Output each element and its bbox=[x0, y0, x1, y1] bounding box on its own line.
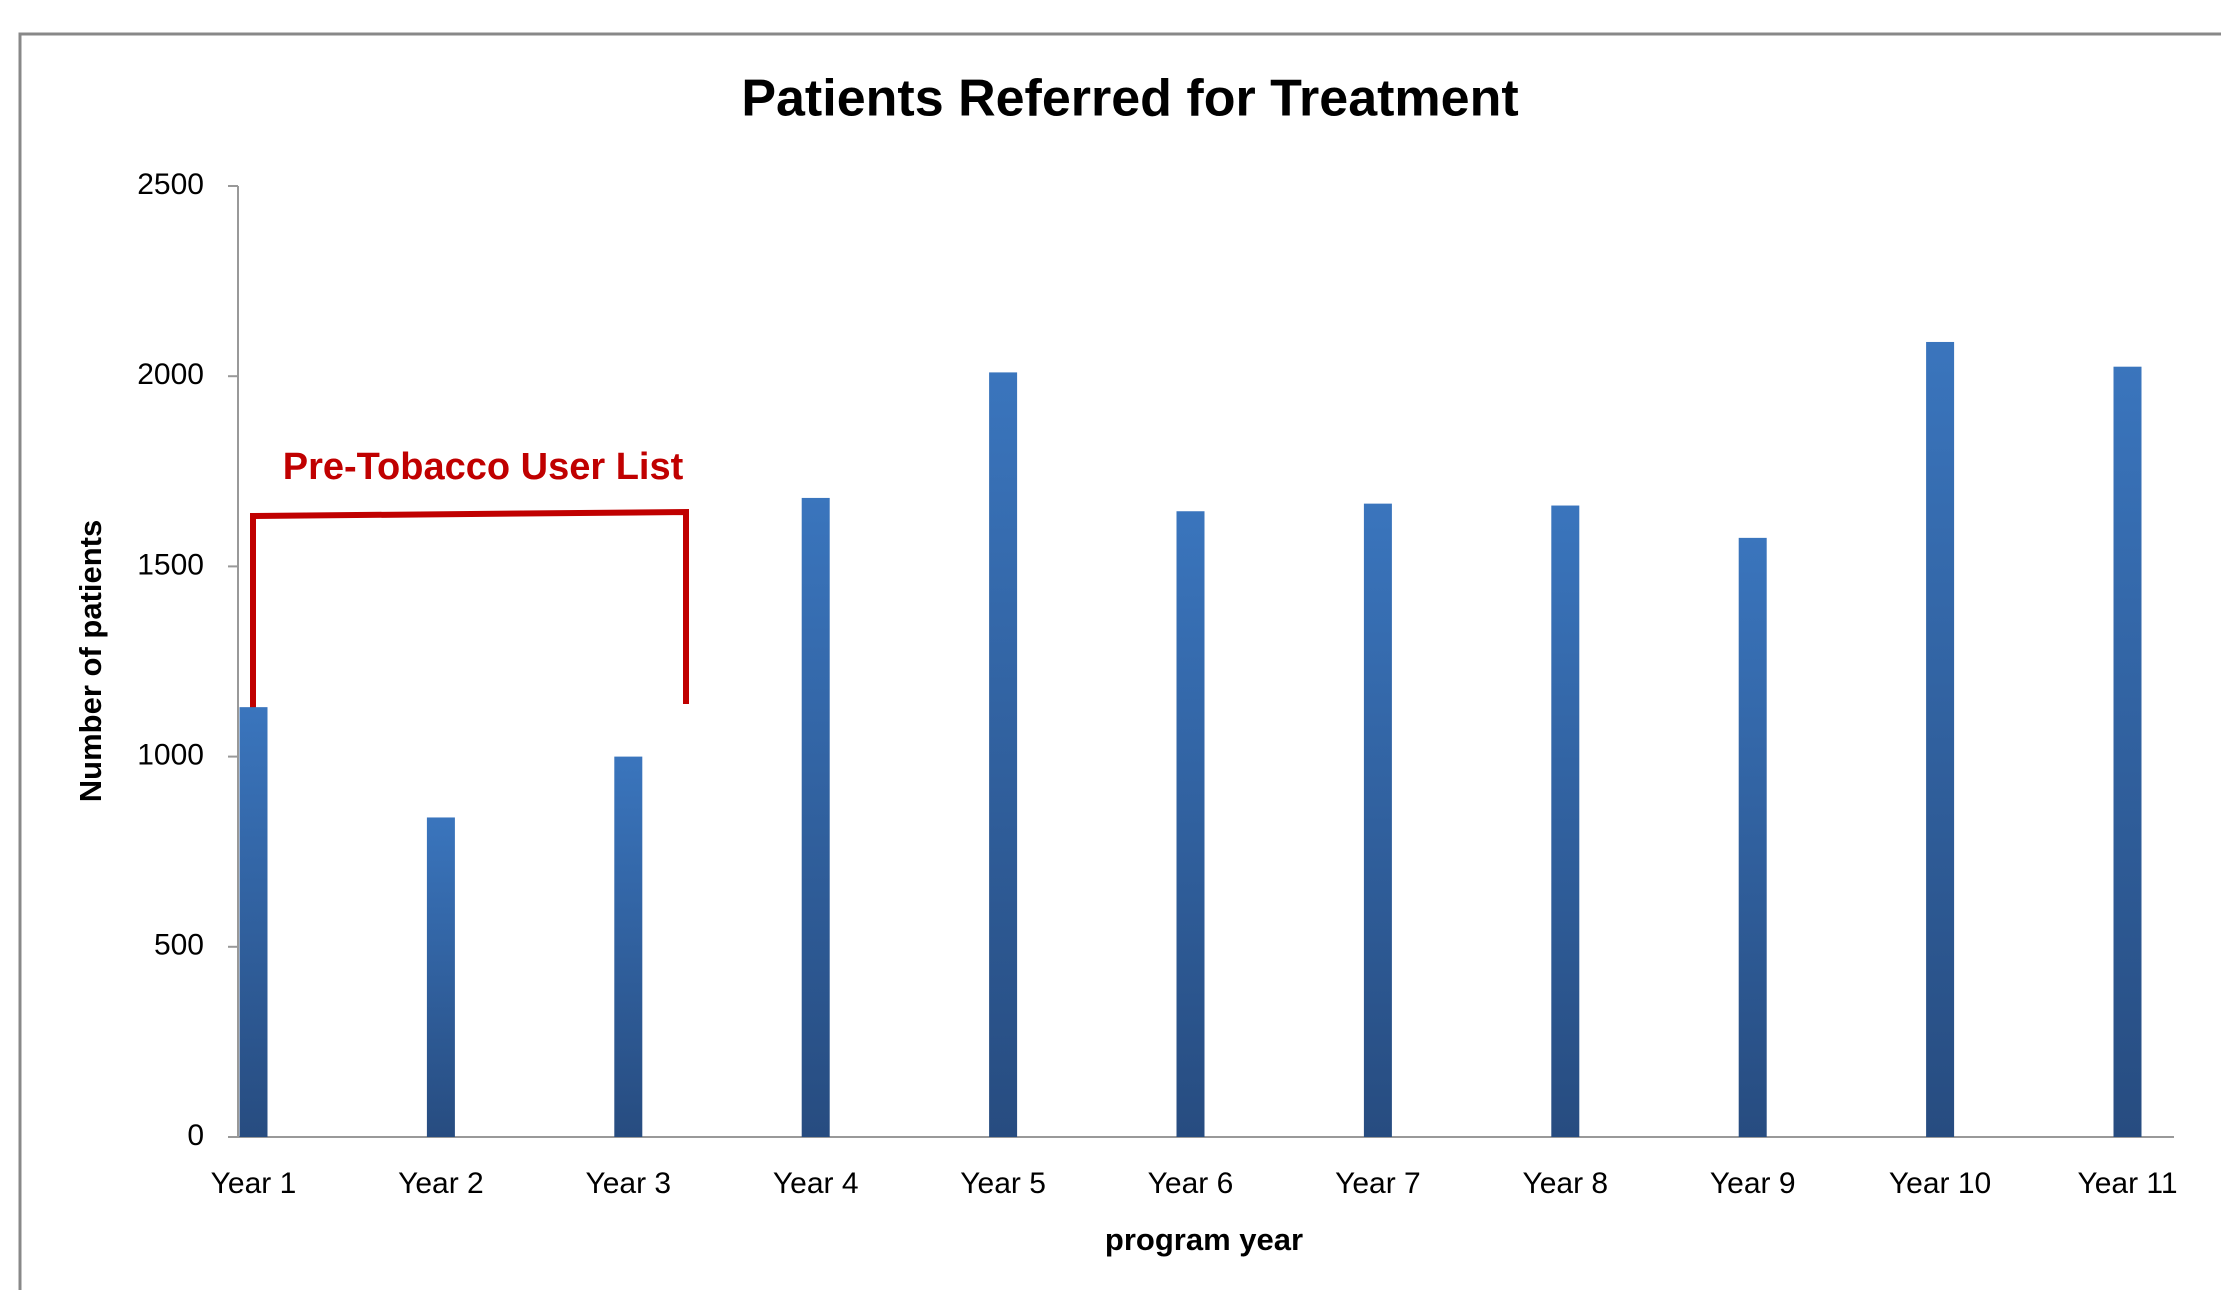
y-tick-label: 1000 bbox=[137, 739, 204, 772]
x-tick-label: Year 5 bbox=[960, 1167, 1046, 1200]
chart-title: Patients Referred for Treatment bbox=[741, 70, 1518, 128]
y-tick-label: 1500 bbox=[137, 548, 204, 581]
bar bbox=[1551, 505, 1580, 1137]
x-tick-label: Year 1 bbox=[211, 1167, 297, 1200]
bar bbox=[614, 756, 643, 1137]
annotation-bracket bbox=[250, 508, 689, 708]
y-tick-label: 500 bbox=[154, 929, 204, 962]
x-axis-label: program year bbox=[1105, 1222, 1303, 1257]
x-tick-label: Year 9 bbox=[1710, 1167, 1796, 1200]
y-tick-label: 2000 bbox=[137, 358, 204, 391]
bar bbox=[1738, 537, 1767, 1137]
bar bbox=[801, 497, 830, 1138]
x-tick-label: Year 7 bbox=[1335, 1167, 1421, 1200]
y-tick-label: 0 bbox=[187, 1119, 204, 1152]
x-tick-label: Year 6 bbox=[1148, 1167, 1234, 1200]
bar bbox=[2113, 366, 2142, 1137]
x-tick-label: Year 10 bbox=[1889, 1167, 1991, 1200]
x-tick-label: Year 2 bbox=[398, 1167, 484, 1200]
x-tick-label: Year 3 bbox=[585, 1167, 671, 1200]
bar bbox=[1926, 341, 1955, 1137]
x-tick-label: Year 4 bbox=[773, 1167, 859, 1200]
x-tick-label: Year 8 bbox=[1522, 1167, 1608, 1200]
bar bbox=[426, 817, 455, 1137]
chart-frame bbox=[18, 32, 2221, 1290]
bar bbox=[239, 707, 268, 1137]
bar bbox=[989, 372, 1018, 1137]
x-tick-label: Year 11 bbox=[2077, 1167, 2177, 1200]
bar bbox=[1176, 511, 1205, 1137]
annotation: Pre-Tobacco User List bbox=[283, 446, 684, 488]
y-tick-label: 2500 bbox=[137, 168, 204, 201]
y-axis-label: Number of patients bbox=[73, 520, 108, 802]
bar bbox=[1363, 503, 1392, 1137]
